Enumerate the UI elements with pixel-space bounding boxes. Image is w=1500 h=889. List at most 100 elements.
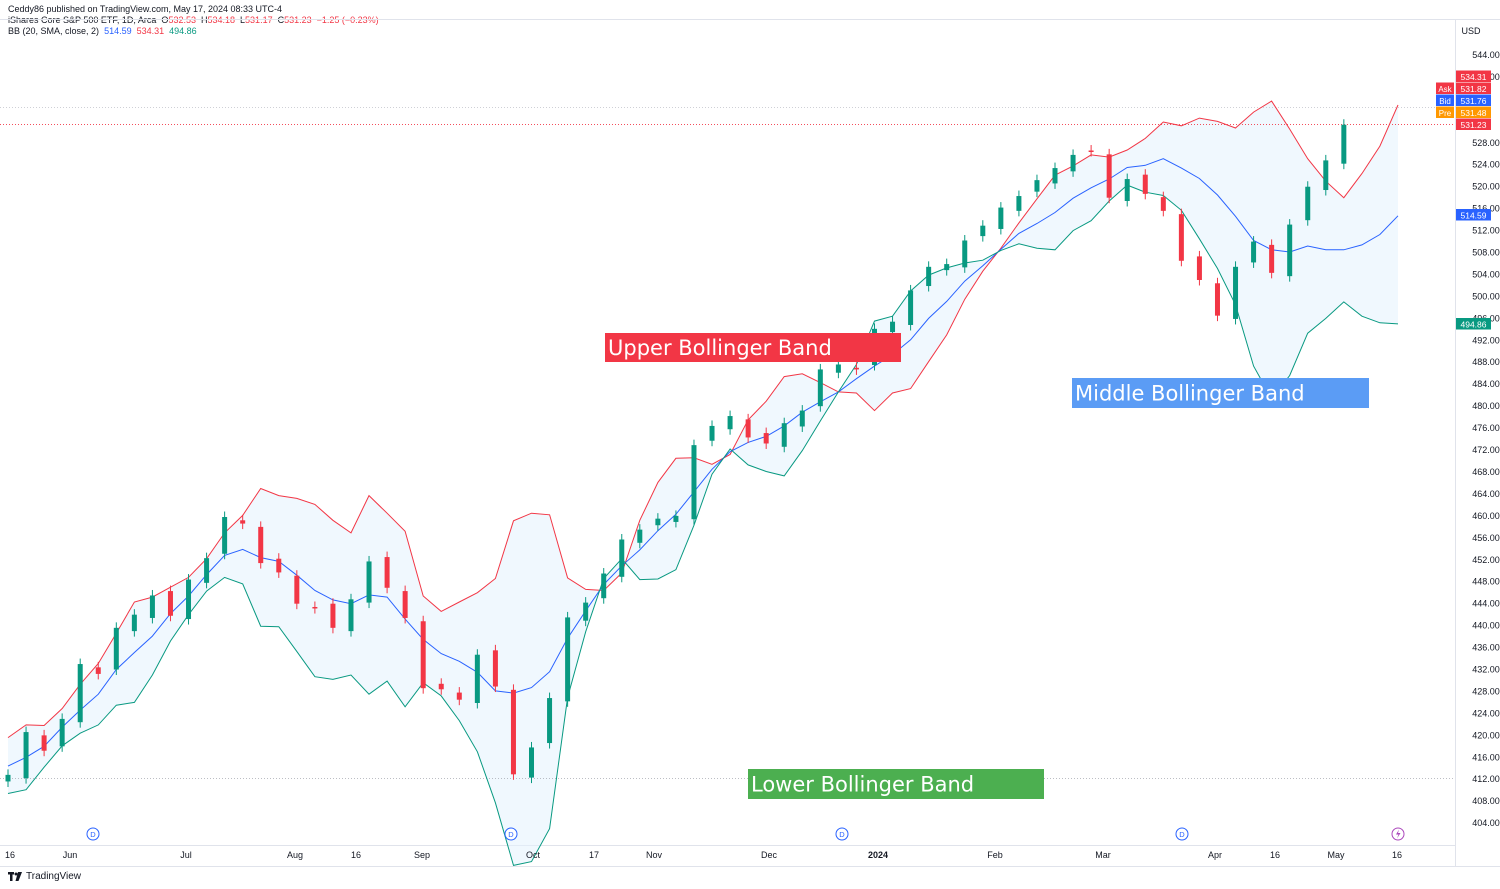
price-axis-tick: 416.00	[1472, 752, 1500, 762]
candle-body	[1034, 180, 1040, 192]
time-axis-tick: Jul	[180, 850, 192, 860]
price-axis: 544.00540.00528.00524.00520.00516.00512.…	[1436, 26, 1500, 828]
annotation-text: Middle Bollinger Band	[1075, 382, 1305, 406]
price-axis-tick: 500.00	[1472, 291, 1500, 301]
dividend-marker: D	[835, 827, 849, 841]
candle-body	[1124, 179, 1130, 201]
candle-body	[41, 735, 47, 751]
price-axis-tick: 524.00	[1472, 160, 1500, 170]
candle	[962, 235, 968, 273]
quote-label: Bid	[1439, 97, 1451, 106]
candle	[1160, 191, 1166, 217]
candle	[926, 261, 932, 292]
candle-body	[547, 698, 553, 744]
price-axis-tick: 520.00	[1472, 182, 1500, 192]
time-axis: 16 Jun Jul Aug 16 Sep Oct 17 Nov Dec 2024 Feb Mar Apr…	[5, 850, 1402, 860]
price-axis-badge-value: 531.48	[1461, 108, 1487, 118]
candle	[492, 644, 498, 693]
price-axis-tick: 476.00	[1472, 423, 1500, 433]
price-axis-tick: 480.00	[1472, 401, 1500, 411]
candle	[1305, 181, 1311, 226]
price-axis-badge-value: 514.59	[1461, 211, 1487, 221]
candle	[1106, 148, 1112, 204]
price-axis-tick: 412.00	[1472, 774, 1500, 784]
candlestick-series	[5, 119, 1347, 787]
price-axis-badge: 494.86	[1456, 318, 1491, 330]
dividend-marker: D	[504, 827, 518, 841]
publish-line: Ceddy86 published on TradingView.com, Ma…	[8, 4, 282, 14]
price-axis-tick: 420.00	[1472, 730, 1500, 740]
quote-label-box	[1436, 106, 1454, 118]
indicator-upper: 534.31	[136, 26, 165, 36]
time-axis-tick: 2024	[868, 850, 888, 860]
candle	[312, 601, 318, 614]
candle	[1016, 190, 1022, 217]
dividend-marker-letter: D	[90, 830, 96, 839]
time-axis-tick: May	[1327, 850, 1345, 860]
price-axis-badge-box	[1456, 82, 1491, 94]
dividend-marker-letter: D	[1179, 830, 1185, 839]
candle	[1052, 162, 1058, 189]
candle	[330, 598, 336, 634]
annotation-text: Upper Bollinger Band	[608, 336, 832, 360]
price-axis-tick: 488.00	[1472, 357, 1500, 367]
price-axis-badge-box	[1456, 318, 1491, 330]
price-axis-tick: 544.00	[1472, 50, 1500, 60]
candle-body	[1142, 174, 1148, 194]
price-axis-tick: 460.00	[1472, 511, 1500, 521]
candle	[1070, 149, 1076, 177]
candle	[529, 741, 535, 784]
candle	[619, 534, 625, 583]
candle-body	[474, 654, 480, 703]
time-axis-tick: Dec	[761, 850, 778, 860]
quote-label-box	[1436, 82, 1454, 94]
price-axis-tick: 440.00	[1472, 621, 1500, 631]
time-axis-tick: Aug	[287, 850, 303, 860]
candle	[384, 551, 390, 594]
candle-body	[186, 579, 192, 620]
time-axis-tick: Jun	[63, 850, 78, 860]
candle-body	[1233, 266, 1239, 319]
price-axis-badge-box	[1456, 106, 1491, 118]
price-axis-tick: 424.00	[1472, 708, 1500, 718]
dividend-marker: D	[1175, 827, 1189, 841]
candle-body	[113, 627, 119, 670]
candle-body	[835, 364, 841, 373]
price-axis-tick: 492.00	[1472, 335, 1500, 345]
candle-body	[745, 419, 751, 438]
candle	[204, 552, 210, 589]
price-axis-badge-value: 531.76	[1461, 96, 1487, 106]
time-axis-tick: Oct	[526, 850, 541, 860]
candle	[222, 511, 228, 560]
candle	[186, 574, 192, 625]
candle	[1233, 261, 1239, 325]
annotation-box	[605, 333, 901, 362]
candle-body	[691, 445, 697, 520]
price-axis-badge-value: 534.31	[1461, 72, 1487, 82]
candle-body	[1305, 186, 1311, 221]
candle	[1323, 154, 1329, 196]
candle-body	[204, 558, 210, 583]
price-axis-tick: 472.00	[1472, 445, 1500, 455]
candle	[944, 258, 950, 276]
price-axis-tick: 452.00	[1472, 555, 1500, 565]
candle-body	[781, 423, 787, 447]
candle	[655, 513, 661, 531]
candle	[583, 597, 589, 627]
candle-body	[456, 692, 462, 700]
annotation-box	[1072, 378, 1369, 408]
candle-body	[1269, 244, 1275, 273]
candle-body	[330, 603, 336, 628]
event-marker	[1391, 827, 1405, 841]
candle-body	[149, 595, 155, 618]
candle-body	[727, 416, 733, 430]
time-axis-tick: Feb	[987, 850, 1003, 860]
candle	[1142, 169, 1148, 200]
candle-body	[312, 606, 318, 609]
candle	[1269, 239, 1275, 279]
quote-label: Ask	[1438, 85, 1452, 94]
tradingview-logo-icon	[8, 872, 22, 881]
candle-body	[763, 433, 769, 444]
price-axis-tick: 404.00	[1472, 818, 1500, 828]
